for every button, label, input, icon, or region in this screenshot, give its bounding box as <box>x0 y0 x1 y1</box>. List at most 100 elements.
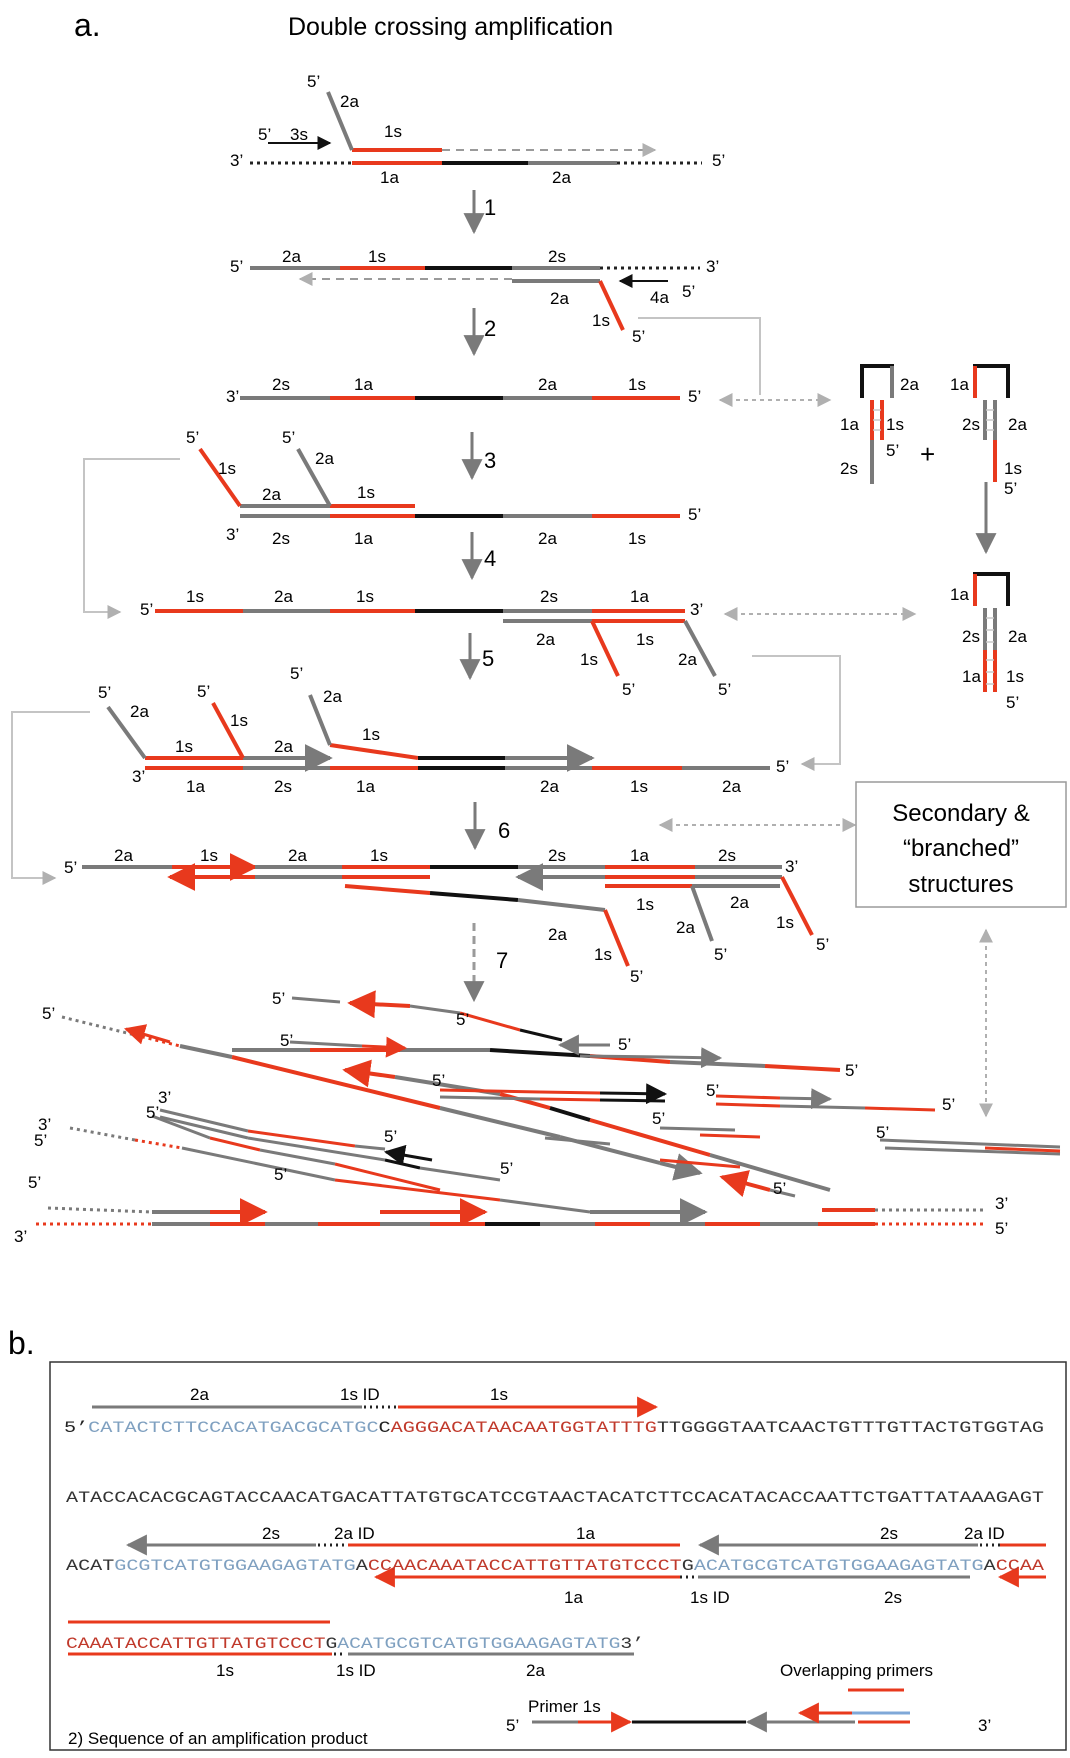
row1-label-1s: 1s <box>384 122 402 141</box>
row6-label-1s-c: 1s <box>362 725 380 744</box>
row2-label-3p: 3’ <box>706 257 719 276</box>
cascade-label-5p-m: 5’ <box>652 1109 665 1128</box>
row6-label-1a-a: 1a <box>186 777 205 796</box>
row6-label-2s: 2s <box>274 777 292 796</box>
cascade-label-5p-r: 5’ <box>28 1173 41 1192</box>
b-line3-red1: CCAACAAATACCATTGTTATGTCCCT <box>368 1557 682 1575</box>
row1-label-5p-left: 5’ <box>258 125 271 144</box>
panel-a-title: Double crossing amplification <box>288 13 613 41</box>
b-line3-red2: CCAA <box>996 1557 1045 1575</box>
hairpin1-label-2a: 2a <box>900 375 919 394</box>
row7-label-2a-b: 2a <box>288 846 307 865</box>
cascade-label-5p-c: 5’ <box>456 1010 469 1029</box>
row4-label-1a: 1a <box>354 529 373 548</box>
row7-label-1a-a: 1a <box>630 846 649 865</box>
structures-box <box>855 781 1067 908</box>
row4-label-2a-b: 2a <box>315 449 334 468</box>
row7-label-2s-b: 2s <box>718 846 736 865</box>
hairpin2-label-1s: 1s <box>1004 459 1022 478</box>
row4-label-2a-c: 2a <box>262 485 281 504</box>
row5-label-2s: 2s <box>540 587 558 606</box>
row6-label-1s-b: 1s <box>230 711 248 730</box>
row3-label-2s: 2s <box>272 375 290 394</box>
b-line4-label-2a: 2a <box>526 1661 545 1680</box>
plus-sign: + <box>920 439 935 469</box>
cascade-label-5p-f: 5’ <box>845 1061 858 1080</box>
row7-label-5p-b: 5’ <box>816 935 829 954</box>
cascade-label-5p-q: 5’ <box>773 1179 786 1198</box>
b-line3-g1: G <box>682 1557 694 1575</box>
row5-label-5p-b: 5’ <box>718 680 731 699</box>
cascade-label-3p-c: 3’ <box>995 1194 1008 1213</box>
row2-label-2a-bottom: 2a <box>550 289 569 308</box>
b-line4-blue: ACATGCGTCATGTGGAAGAGTATG <box>337 1635 620 1653</box>
row5-label-5p: 5’ <box>140 600 153 619</box>
panel-b-label: b. <box>8 1325 35 1361</box>
b-line3-a1: A <box>356 1557 369 1575</box>
sequence-caption: 2) Sequence of an amplification product <box>68 1729 368 1748</box>
row7-label-1s-a: 1s <box>200 846 218 865</box>
hairpin2-label-2a: 2a <box>1008 415 1027 434</box>
step-6-number: 6 <box>498 818 510 843</box>
row1-label-3p: 3’ <box>230 151 243 170</box>
cascade-label-5p-l: 5’ <box>384 1127 397 1146</box>
hairpin-1 <box>860 364 894 484</box>
b-line3-label-2s-b: 2s <box>880 1524 898 1543</box>
b-line2-sequence: ATACCACACGCAGTACCAACATGACATTATGTGCATCCGT… <box>66 1489 1044 1507</box>
cascade-label-5p-a: 5’ <box>42 1004 55 1023</box>
row3-label-1s: 1s <box>628 375 646 394</box>
merged-label-2s: 2s <box>962 627 980 646</box>
b-line4-red: CAAATACCATTGTTATGTCCCT <box>66 1635 326 1653</box>
b-line3-a2: A <box>984 1557 997 1575</box>
cascade-label-5p-i: 5’ <box>942 1095 955 1114</box>
structures-box-line3: structures <box>908 871 1013 898</box>
b-line3-blue1: GCGTCATGTGGAAGAGTATG <box>114 1557 355 1575</box>
row3-label-2a: 2a <box>538 375 557 394</box>
row7-label-5p-c: 5’ <box>630 967 643 986</box>
hairpin-2 <box>973 364 1010 482</box>
row7-label-1s-c: 1s <box>636 895 654 914</box>
primer-1s-label: Primer 1s <box>528 1697 601 1716</box>
row2-label-1s: 1s <box>368 247 386 266</box>
row1-label-2a-top: 2a <box>340 92 359 111</box>
hairpin-merged <box>973 572 1010 692</box>
strand-row-6 <box>106 694 770 772</box>
row7-label-5p-a: 5’ <box>714 945 727 964</box>
row7-label-3p: 3’ <box>785 857 798 876</box>
step-4-number: 4 <box>484 546 496 571</box>
strand-row-1 <box>250 91 702 165</box>
row6-label-2a-f: 2a <box>722 777 741 796</box>
b-line3-label-2s: 2s <box>262 1524 280 1543</box>
row6-label-1a-b: 1a <box>356 777 375 796</box>
row2-label-2s: 2s <box>548 247 566 266</box>
row5-label-3p: 3’ <box>690 600 703 619</box>
row7-label-1s-d: 1s <box>776 913 794 932</box>
connector-left-row6-row7 <box>11 711 90 885</box>
merged-label-1a-top: 1a <box>950 585 969 604</box>
row1-label-3s: 3s <box>290 125 308 144</box>
row4-label-5p-b: 5’ <box>282 428 295 447</box>
row4-label-1s-a: 1s <box>218 459 236 478</box>
row5-label-2a-a: 2a <box>274 587 293 606</box>
panel-a-label: a. <box>74 7 101 43</box>
row4-label-1s: 1s <box>628 529 646 548</box>
strand-row-2 <box>250 266 700 331</box>
merged-label-5p: 5’ <box>1006 693 1019 712</box>
b-line3-blue2: ACATGCGTCATGTGGAAGAGTATG <box>694 1557 984 1575</box>
amplification-cascade <box>36 990 1061 1226</box>
primer-3p: 3’ <box>978 1716 991 1735</box>
b-line1-prime: 5’ <box>64 1419 88 1437</box>
row2-label-5p-left: 5’ <box>230 257 243 276</box>
b-line1-blue: CATACTCTTCCACATGACGCATGC <box>88 1419 378 1437</box>
cascade-label-5p-o: 5’ <box>500 1159 513 1178</box>
row5-label-5p-a: 5’ <box>622 680 635 699</box>
row5-label-2a-c: 2a <box>678 650 697 669</box>
cascade-label-5p-s: 5’ <box>995 1219 1008 1238</box>
row5-label-1s-a: 1s <box>186 587 204 606</box>
structures-box-line2: “branched” <box>903 835 1019 862</box>
row3-label-5p: 5’ <box>688 387 701 406</box>
row4-label-2a: 2a <box>538 529 557 548</box>
step-2-number: 2 <box>484 316 496 341</box>
